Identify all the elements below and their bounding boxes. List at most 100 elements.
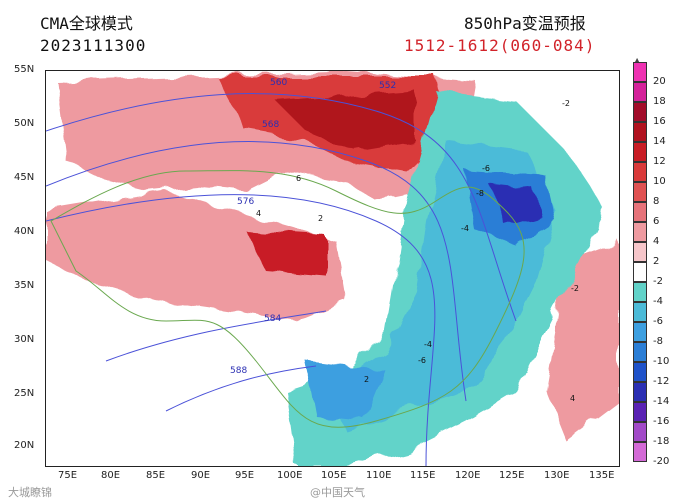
cooling-core-darkest — [491, 186, 541, 226]
temp-label: 4 — [256, 209, 261, 218]
product-title: 850hPa变温预报 — [464, 14, 586, 33]
temp-label: -8 — [476, 189, 484, 198]
contour-label: 584 — [264, 314, 281, 324]
colorbar-swatch — [633, 102, 647, 122]
colorbar-arrow-icon: ▲ — [634, 56, 641, 65]
temp-label: -2 — [571, 284, 579, 293]
colorbar-swatch — [633, 142, 647, 162]
colorbar-label: 6 — [653, 216, 660, 227]
contour-label: 576 — [237, 197, 254, 207]
colorbar-swatch — [633, 82, 647, 102]
colorbar-swatch — [633, 202, 647, 222]
colorbar-label: -18 — [653, 436, 670, 447]
warming-core-dark — [276, 91, 416, 151]
colorbar-label: 20 — [653, 76, 666, 87]
contour-line — [46, 141, 467, 402]
colorbar-label: -4 — [653, 296, 663, 307]
colorbar-label: 16 — [653, 116, 666, 127]
colorbar-swatch — [633, 382, 647, 402]
colorbar-label: -10 — [653, 356, 670, 367]
lon-label: 135E — [589, 470, 615, 481]
lon-label: 115E — [410, 470, 436, 481]
colorbar-label: 18 — [653, 96, 666, 107]
lat-label: 20N — [14, 440, 35, 451]
colorbar-swatch — [633, 402, 647, 422]
temp-label: -6 — [482, 164, 490, 173]
colorbar-swatch — [633, 242, 647, 262]
lon-label: 95E — [235, 470, 255, 481]
colorbar-label: 2 — [653, 256, 660, 267]
colorbar-swatch — [633, 122, 647, 142]
lat-label: 50N — [14, 118, 35, 129]
forecast-period: 1512-1612(060-084) — [404, 36, 596, 55]
contour-value-labels: 560 552 568 576 584 588 — [230, 78, 396, 376]
temperature-change-field: 560 552 568 576 584 588 -2 -4 -6 -8 2 4 … — [46, 71, 619, 466]
temp-label: 2 — [318, 214, 323, 223]
lon-label: 75E — [58, 470, 78, 481]
lon-label: 110E — [366, 470, 392, 481]
colorbar-label: 8 — [653, 196, 660, 207]
lon-label: 130E — [544, 470, 570, 481]
colorbar-swatch — [633, 162, 647, 182]
temp-label: 4 — [570, 394, 575, 403]
colorbar-swatch — [633, 182, 647, 202]
contour-line — [46, 93, 517, 322]
temp-label: -2 — [562, 99, 570, 108]
forecast-map: 560 552 568 576 584 588 -2 -4 -6 -8 2 4 … — [45, 70, 620, 467]
colorbar-label: -2 — [653, 276, 663, 287]
colorbar-label: 4 — [653, 236, 660, 247]
temperature-change-labels: -2 -4 -6 -8 2 4 6 -2 -4 -6 2 4 — [256, 99, 579, 403]
lat-label: 45N — [14, 172, 35, 183]
colorbar-swatch — [633, 222, 647, 242]
colorbar-label: -14 — [653, 396, 670, 407]
lat-label: 25N — [14, 388, 35, 399]
colorbar — [633, 62, 647, 462]
colorbar-label: 14 — [653, 136, 666, 147]
watermark-left: 大城瞭锦 — [8, 486, 52, 499]
china-border — [50, 170, 525, 428]
colorbar-label: -16 — [653, 416, 670, 427]
colorbar-swatch — [633, 422, 647, 442]
geopotential-contours — [46, 93, 517, 466]
contour-line — [165, 365, 317, 412]
model-title: CMA全球模式 — [40, 14, 133, 33]
colorbar-swatch — [633, 362, 647, 382]
warming-core-west — [246, 231, 326, 276]
lat-label: 40N — [14, 226, 35, 237]
colorbar-label: 10 — [653, 176, 666, 187]
temp-label: 2 — [364, 375, 369, 384]
temp-label: -4 — [424, 340, 432, 349]
temp-label: -6 — [418, 356, 426, 365]
colorbar-label: -12 — [653, 376, 670, 387]
lat-label: 55N — [14, 64, 35, 75]
watermark-center: @中国天气 — [310, 486, 365, 499]
contour-label: 568 — [262, 120, 279, 130]
temp-label: -4 — [461, 224, 469, 233]
cooling-core-south — [306, 361, 386, 421]
contour-label: 560 — [270, 78, 287, 88]
lon-label: 105E — [321, 470, 347, 481]
colorbar-label: -8 — [653, 336, 663, 347]
contour-line — [46, 194, 436, 466]
warming-area-west — [46, 191, 346, 321]
colorbar-label: -6 — [653, 316, 663, 327]
colorbar-swatch — [633, 342, 647, 362]
lon-label: 90E — [191, 470, 211, 481]
lon-label: 80E — [101, 470, 121, 481]
lon-label: 125E — [499, 470, 525, 481]
lon-label: 85E — [146, 470, 166, 481]
contour-label: 588 — [230, 366, 247, 376]
colorbar-swatch — [633, 322, 647, 342]
lat-label: 30N — [14, 334, 35, 345]
contour-label: 552 — [379, 81, 396, 91]
border-line — [50, 170, 525, 428]
colorbar-label: -20 — [653, 456, 670, 467]
lon-label: 120E — [455, 470, 481, 481]
colorbar-swatch — [633, 442, 647, 462]
colorbar-swatch — [633, 262, 647, 282]
temp-label: 6 — [296, 174, 301, 183]
colorbar-swatch — [633, 302, 647, 322]
lon-label: 100E — [277, 470, 303, 481]
colorbar-swatch — [633, 62, 647, 82]
colorbar-label: 12 — [653, 156, 666, 167]
